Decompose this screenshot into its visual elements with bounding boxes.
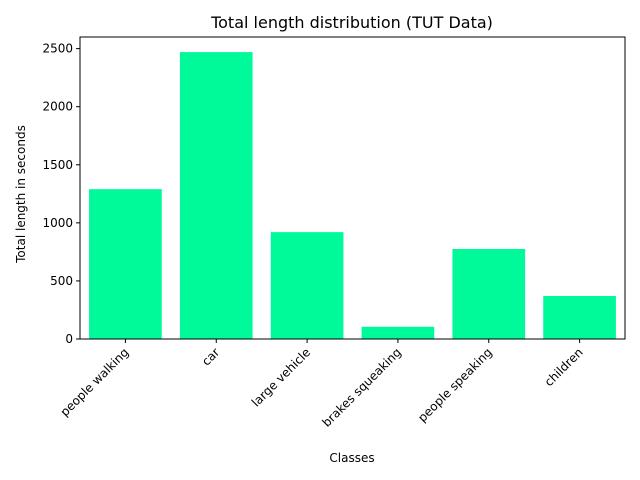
y-tick-label: 1500 bbox=[42, 158, 73, 172]
bar-people-speaking bbox=[452, 248, 526, 339]
y-tick-label: 0 bbox=[65, 332, 73, 346]
bars-group bbox=[89, 52, 616, 339]
y-tick-label: 2500 bbox=[42, 42, 73, 56]
bar-car bbox=[179, 52, 253, 339]
y-tick-label: 2000 bbox=[42, 100, 73, 114]
bar-people-walking bbox=[89, 189, 162, 339]
y-axis-label: Total length in seconds bbox=[14, 125, 28, 264]
x-tick-label: brakes squeaking bbox=[319, 345, 404, 430]
x-axis-ticks: people walking car large vehicle brakes squ… bbox=[58, 339, 586, 430]
x-tick-label: people walking bbox=[58, 345, 132, 419]
plot-frame bbox=[79, 36, 626, 340]
bar-large-vehicle bbox=[270, 232, 344, 339]
bar-brakes-squeaking bbox=[361, 326, 435, 339]
x-tick-label: car bbox=[199, 345, 222, 368]
y-tick-label: 1000 bbox=[42, 216, 73, 230]
chart-title: Total length distribution (TUT Data) bbox=[210, 13, 493, 32]
x-tick-label: people speaking bbox=[415, 345, 495, 425]
x-tick-label: children bbox=[542, 345, 586, 389]
x-axis-label: Classes bbox=[329, 451, 374, 465]
bar-children bbox=[543, 296, 616, 339]
y-tick-label: 500 bbox=[50, 274, 73, 288]
y-axis-ticks: 0 500 1000 1500 2000 2500 bbox=[42, 42, 80, 346]
x-tick-label: large vehicle bbox=[249, 345, 313, 409]
